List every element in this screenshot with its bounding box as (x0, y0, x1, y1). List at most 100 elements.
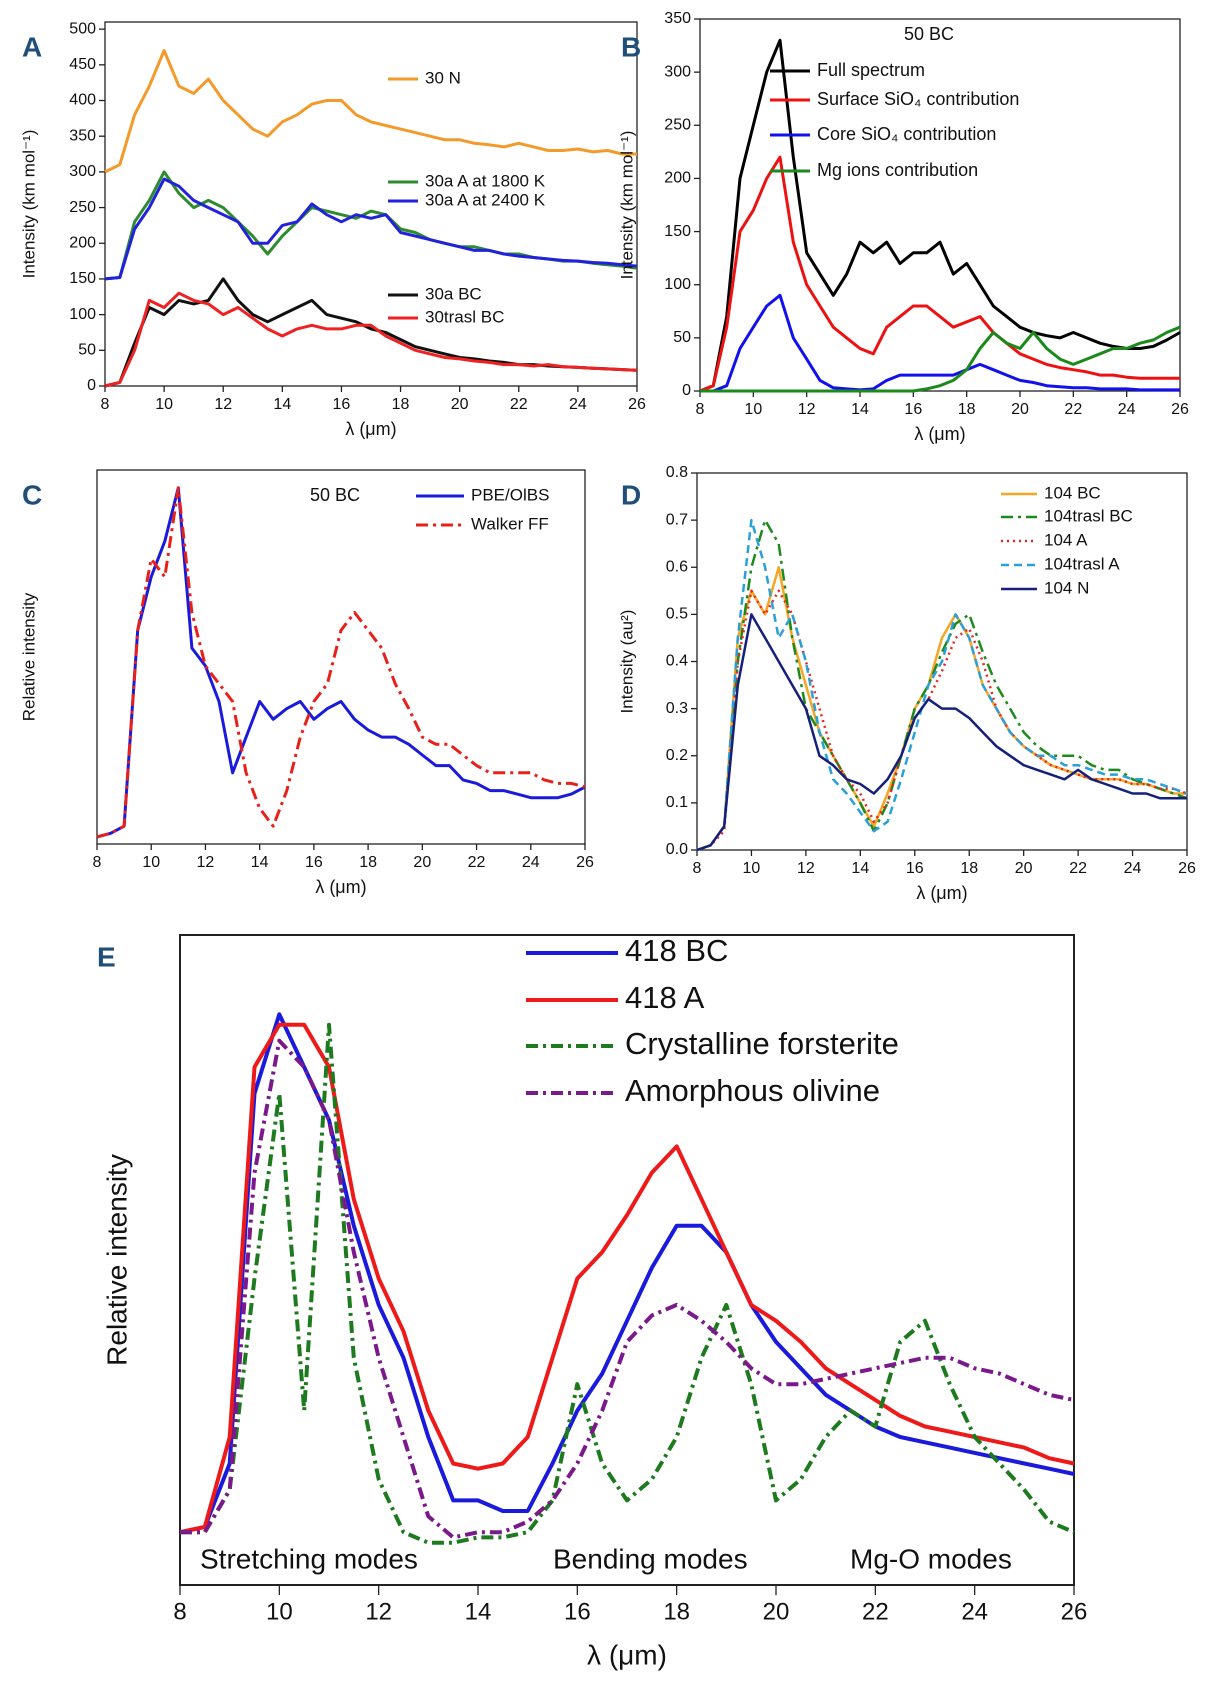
y-tick-label: 100 (69, 306, 96, 323)
y-tick-label: 0.0 (666, 841, 688, 858)
y-tick-label: 0.1 (666, 794, 688, 811)
series-line (696, 613, 1187, 852)
x-tick-label: 16 (906, 860, 924, 877)
panel-label: C (22, 479, 42, 510)
series-line (696, 566, 1187, 852)
panel-label: D (621, 479, 641, 510)
series-line (104, 49, 637, 174)
y-tick-label: 50 (673, 329, 691, 346)
legend-label: 104trasl A (1044, 554, 1120, 573)
y-tick-label: 0.4 (666, 653, 688, 670)
y-tick-label: 0.7 (666, 511, 688, 528)
annotation: Bending modes (553, 1543, 748, 1574)
series-line (700, 325, 1181, 393)
series-line (104, 177, 638, 281)
x-tick-label: 12 (365, 1598, 392, 1625)
series-line (696, 589, 1188, 852)
x-tick-label: 22 (468, 854, 486, 871)
x-tick-label: 14 (251, 854, 269, 871)
panel-label: A (22, 31, 42, 62)
y-axis-label: Relative intensity (19, 592, 38, 721)
legend-label: 418 BC (625, 933, 728, 968)
x-tick-label: 10 (266, 1598, 293, 1625)
y-axis-label: Intensity (au²) (617, 610, 636, 714)
series-line (179, 1022, 1075, 1535)
y-axis-label: Intensity (km mol⁻¹) (617, 131, 636, 280)
y-tick-label: 0.5 (666, 606, 688, 623)
x-axis-label: λ (μm) (914, 424, 965, 444)
legend-label: Full spectrum (817, 60, 925, 80)
x-tick-label: 10 (744, 401, 762, 418)
x-tick-label: 16 (564, 1598, 591, 1625)
panel-label: E (97, 941, 116, 972)
x-axis-label: λ (μm) (587, 1639, 667, 1670)
legend-label: 30a A at 2400 K (425, 190, 546, 209)
x-axis-label: λ (μm) (345, 419, 396, 439)
y-tick-label: 350 (69, 127, 96, 144)
x-tick-label: 26 (1061, 1598, 1088, 1625)
legend-label: Surface SiO₄ contribution (817, 89, 1019, 109)
x-tick-label: 16 (904, 401, 922, 418)
y-tick-label: 200 (664, 170, 691, 187)
x-axis-label: λ (μm) (315, 877, 366, 897)
x-tick-label: 12 (214, 396, 232, 413)
legend-label: 418 A (625, 980, 705, 1015)
x-tick-label: 22 (862, 1598, 889, 1625)
y-tick-label: 0.6 (666, 558, 688, 575)
x-tick-label: 10 (743, 860, 761, 877)
x-tick-label: 8 (173, 1598, 186, 1625)
y-tick-label: 100 (664, 276, 691, 293)
series-line (96, 486, 586, 839)
series-line (179, 1012, 1075, 1535)
y-tick-label: 300 (69, 163, 96, 180)
x-tick-label: 24 (1118, 401, 1136, 418)
x-tick-label: 12 (798, 401, 816, 418)
legend-label: 30 N (425, 68, 461, 87)
legend-label: 104 N (1044, 578, 1089, 597)
series-line (180, 1038, 1075, 1540)
x-tick-label: 8 (693, 860, 702, 877)
series-line (104, 170, 638, 281)
x-tick-label: 16 (333, 396, 351, 413)
x-tick-label: 24 (961, 1598, 988, 1625)
y-tick-label: 400 (69, 92, 96, 109)
x-tick-label: 20 (451, 396, 469, 413)
plot-frame (699, 18, 1181, 392)
y-tick-label: 150 (69, 270, 96, 287)
x-tick-label: 14 (851, 860, 869, 877)
series-line (104, 291, 638, 388)
plot-frame (104, 21, 638, 387)
series-line (180, 1022, 1075, 1545)
series-line (699, 38, 1181, 393)
x-tick-label: 24 (569, 396, 587, 413)
y-tick-label: 250 (69, 199, 96, 216)
legend-label: 104 BC (1044, 483, 1101, 502)
x-tick-label: 20 (763, 1598, 790, 1625)
plot-frame (179, 934, 1075, 1586)
x-tick-label: 10 (155, 396, 173, 413)
y-axis-label: Intensity (km mol⁻¹) (19, 130, 38, 279)
x-tick-label: 20 (1011, 401, 1029, 418)
x-axis-label: λ (μm) (916, 883, 967, 903)
y-tick-label: 0 (682, 382, 691, 399)
legend-label: PBE/OlBS (471, 485, 549, 504)
panel-label: B (621, 31, 641, 62)
x-tick-label: 26 (1171, 401, 1189, 418)
x-tick-label: 18 (359, 854, 377, 871)
legend-label: 30a BC (425, 284, 482, 303)
x-tick-label: 8 (93, 854, 102, 871)
legend-label: 104 A (1044, 530, 1088, 549)
x-tick-label: 22 (1064, 401, 1082, 418)
x-tick-label: 14 (273, 396, 291, 413)
x-tick-label: 24 (522, 854, 540, 871)
y-tick-label: 350 (664, 10, 691, 27)
legend-label: Core SiO₄ contribution (817, 124, 996, 144)
series-line (696, 518, 1188, 852)
x-tick-label: 10 (142, 854, 160, 871)
y-tick-label: 0 (87, 377, 96, 394)
y-tick-label: 0.3 (666, 700, 688, 717)
plot-frame (96, 469, 586, 845)
annotation: Mg-O modes (850, 1543, 1012, 1574)
annotation: 50 BC (904, 24, 954, 44)
